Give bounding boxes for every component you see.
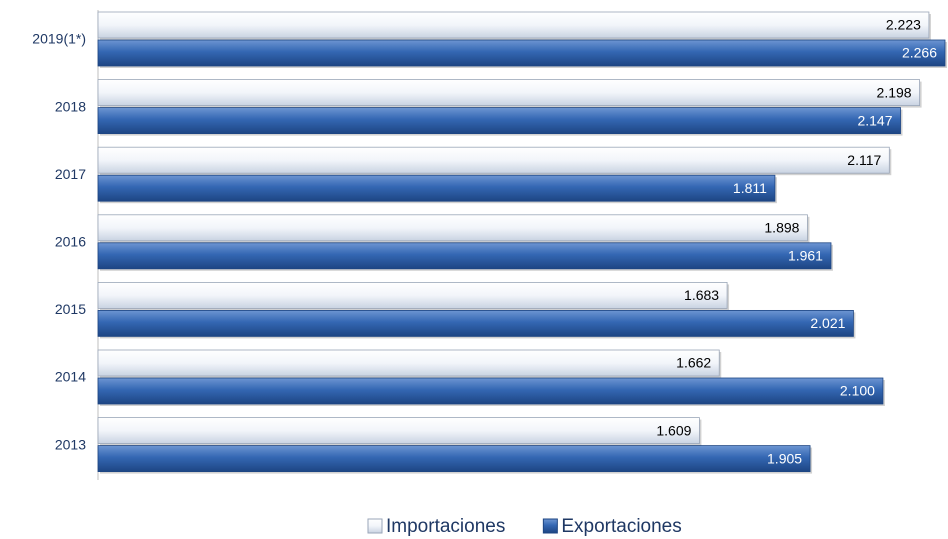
bar — [97, 174, 776, 202]
data-label: 2.100 — [840, 383, 875, 399]
bar — [97, 11, 930, 39]
bar — [97, 445, 811, 473]
data-label: 2.147 — [857, 112, 892, 128]
bar — [97, 242, 832, 270]
y-tick-label: 2017 — [55, 166, 86, 182]
bar — [97, 377, 884, 405]
bar — [97, 281, 728, 309]
data-label: 2.223 — [886, 17, 921, 33]
y-tick-label: 2019(1*) — [32, 31, 86, 47]
bar — [97, 79, 920, 106]
data-label: 1.898 — [764, 220, 799, 236]
y-tick-label: 2015 — [55, 301, 86, 317]
data-label: 1.961 — [788, 248, 823, 264]
data-label: 1.609 — [656, 422, 691, 438]
data-label: 2.198 — [877, 84, 912, 100]
y-tick-label: 2013 — [55, 436, 86, 452]
data-label: 2.117 — [847, 152, 881, 168]
legend-swatch — [542, 518, 558, 534]
bar — [97, 309, 854, 337]
bar — [97, 39, 946, 67]
data-label: 2.266 — [902, 45, 937, 61]
bar — [97, 107, 901, 134]
bar — [97, 146, 890, 174]
legend-label: Importaciones — [386, 516, 505, 537]
data-label: 1.905 — [767, 450, 802, 466]
data-label: 1.683 — [684, 287, 719, 303]
legend-swatch — [367, 518, 383, 534]
data-label: 2.021 — [810, 315, 845, 331]
bar — [97, 349, 720, 377]
bar — [97, 417, 700, 445]
y-tick-label: 2016 — [55, 234, 86, 250]
data-label: 1.811 — [733, 180, 767, 196]
y-tick-label: 2018 — [55, 98, 86, 114]
y-tick-label: 2014 — [55, 369, 86, 385]
data-label: 1.662 — [676, 355, 711, 371]
legend-label: Exportaciones — [561, 516, 681, 537]
bar — [97, 214, 808, 242]
